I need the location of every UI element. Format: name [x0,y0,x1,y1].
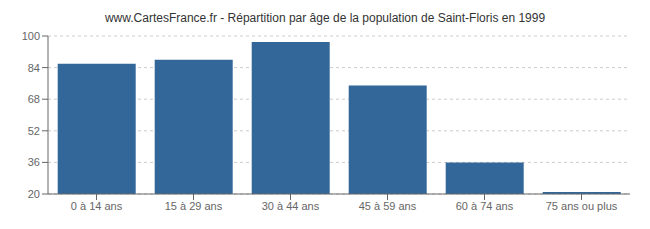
svg-text:100: 100 [22,30,40,42]
svg-text:84: 84 [28,62,40,74]
svg-text:75 ans ou plus: 75 ans ou plus [546,200,618,212]
svg-text:45 à 59 ans: 45 à 59 ans [359,200,417,212]
svg-text:0 à 14 ans: 0 à 14 ans [71,200,123,212]
svg-text:36: 36 [28,156,40,168]
html-text:www.CartesFrance.fr - Répartit: www.CartesFrance.fr - Répartition par âg… [104,11,546,25]
svg-text:30 à 44 ans: 30 à 44 ans [262,200,320,212]
svg-text:60 à 74 ans: 60 à 74 ans [456,200,514,212]
svg-text:15 à 29 ans: 15 à 29 ans [165,200,223,212]
svg-text:52: 52 [28,125,40,137]
svg-text:20: 20 [28,188,40,200]
svg-text:68: 68 [28,93,40,105]
